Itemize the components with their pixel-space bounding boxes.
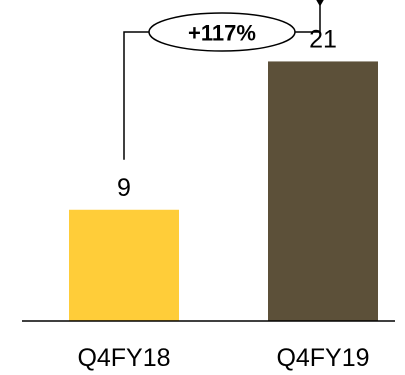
x-tick-label-q4fy18: Q4FY18 bbox=[77, 344, 170, 372]
growth-annotation: +117% bbox=[123, 0, 324, 160]
growth-arrowhead bbox=[316, 0, 324, 7]
value-label-q4fy18: 9 bbox=[117, 174, 131, 202]
growth-badge-label: +117% bbox=[188, 21, 256, 46]
bar-q4fy18 bbox=[69, 209, 179, 321]
tick-labels-group: Q4FY18 Q4FY19 bbox=[77, 344, 369, 372]
bar-q4fy19 bbox=[268, 61, 378, 321]
growth-badge-ellipse bbox=[148, 12, 296, 52]
value-label-q4fy19: 21 bbox=[309, 25, 337, 53]
x-tick-label-q4fy19: Q4FY19 bbox=[276, 344, 369, 372]
bars-group bbox=[69, 61, 378, 321]
value-labels-group: 9 21 bbox=[117, 25, 337, 201]
